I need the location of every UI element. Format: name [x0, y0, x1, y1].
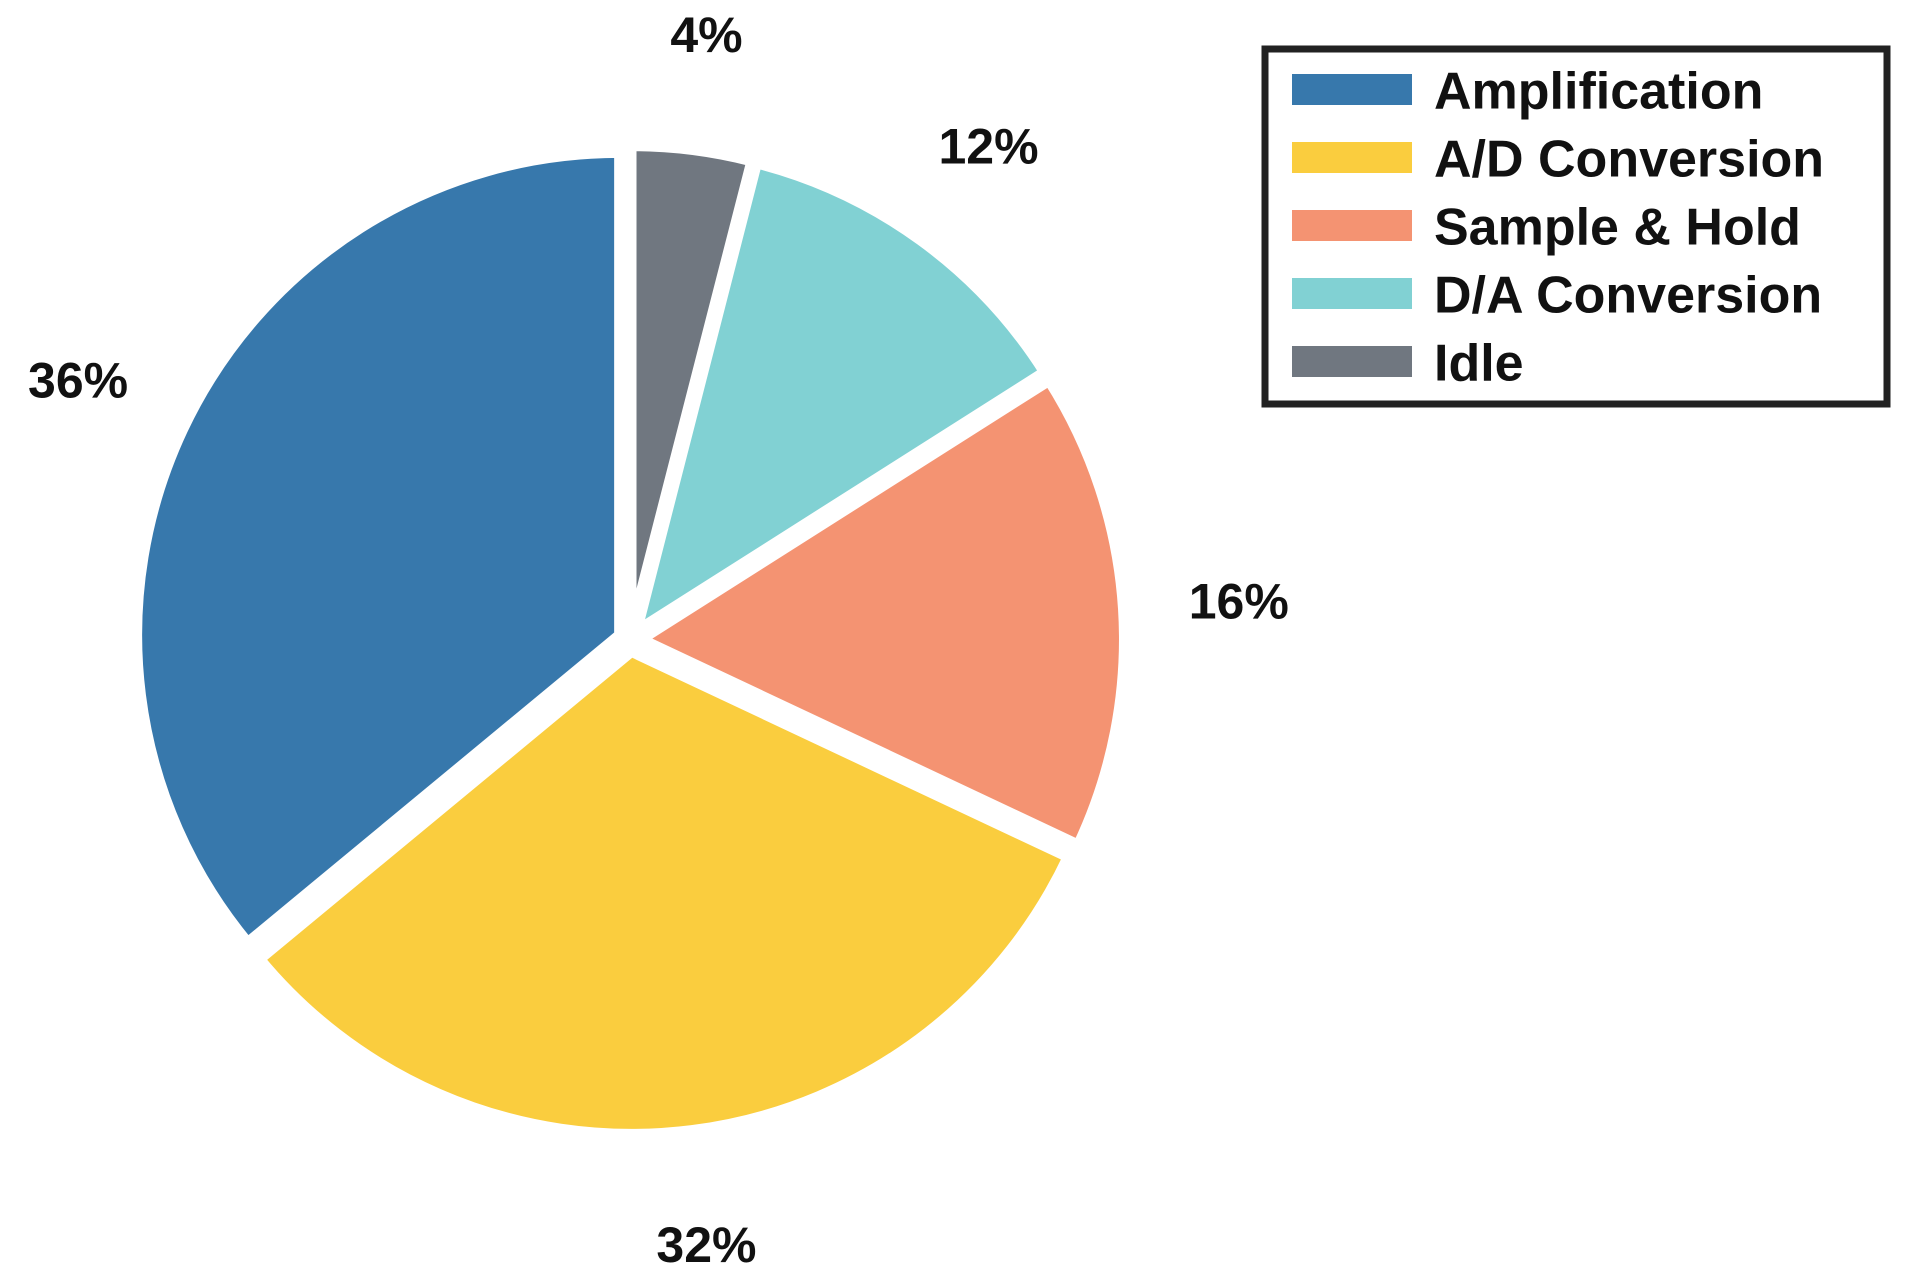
slice-label-a-d-conversion: 32% — [656, 1217, 756, 1264]
pie-slices — [132, 141, 1129, 1139]
pie-slice-a-d-conversion — [253, 646, 1075, 1139]
legend-label-amplification: Amplification — [1434, 63, 1763, 121]
slice-label-idle: 4% — [670, 7, 742, 63]
legend-swatch-d-a-conversion — [1292, 278, 1412, 309]
slice-percent-labels: 36% 32% 16% 12% 4% — [28, 7, 1289, 1264]
legend-label-idle: Idle — [1434, 335, 1524, 393]
legend-label-a-d-conversion: A/D Conversion — [1434, 131, 1824, 189]
pie-slice-idle — [626, 141, 758, 630]
legend-swatch-sample-and-hold — [1292, 210, 1412, 241]
slice-label-sample-and-hold: 16% — [1189, 574, 1289, 630]
legend-swatch-amplification — [1292, 74, 1412, 105]
legend: Amplification A/D Conversion Sample & Hold… — [1261, 45, 1891, 408]
pie-slice-amplification — [132, 147, 625, 950]
pie-slice-d-a-conversion — [629, 157, 1051, 642]
slice-label-d-a-conversion: 12% — [939, 118, 1039, 174]
legend-label-d-a-conversion: D/A Conversion — [1434, 267, 1822, 325]
legend-swatch-idle — [1292, 346, 1412, 377]
slice-label-amplification: 36% — [28, 352, 128, 408]
legend-swatch-a-d-conversion — [1292, 142, 1412, 173]
pie-slice-sample-and-hold — [631, 374, 1129, 852]
legend-entries: Amplification A/D Conversion Sample & Hold… — [1292, 63, 1824, 393]
legend-label-sample-and-hold: Sample & Hold — [1434, 199, 1801, 257]
